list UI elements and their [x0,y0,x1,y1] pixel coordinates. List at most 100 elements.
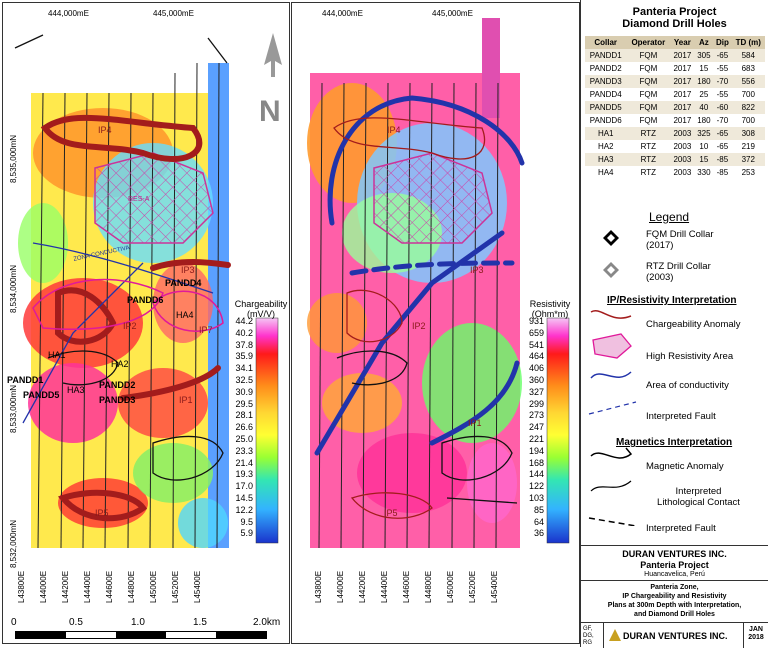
line-label: L44200E [358,570,367,603]
table-row: PANDD4 FQM 2017 25 -55 700 [585,88,765,101]
legend-conductivity: Area of conductivity [646,380,729,391]
colorbar-label: 34.1 [235,363,253,374]
line-label: L43800E [17,570,26,603]
colorbar-label: 299 [528,398,544,409]
table-cell: -65 [713,127,732,140]
colorbar-label: 21.4 [235,457,253,468]
table-cell: 2017 [673,116,692,125]
line-label: L45000E [446,570,455,603]
line-label: L44000E [39,570,48,603]
colorbar-label: 19.3 [235,469,253,480]
tb-company: DURAN VENTURES INC. [622,549,727,559]
legend-fault-2: Interpreted Fault [646,523,716,534]
left-coord-n4: 8,532,000mN [9,519,18,568]
table-row: PANDD3 FQM 2017 180 -70 556 [585,75,765,88]
tb-divider [581,580,768,581]
table-cell: 2017 [673,90,692,99]
colorbar-label: 36 [533,528,544,539]
table-title-1: Panteria Project [632,6,717,18]
table-cell: 40 [694,101,714,114]
table-cell: -70 [716,116,729,125]
r-anomaly-ip2: IP2 [412,321,426,331]
table-cell: -70 [713,75,732,88]
r-anomaly-ip3: IP3 [470,265,484,275]
table-cell: FQM [626,101,671,114]
scale-05: 0.5 [69,617,83,628]
title-block: DURAN VENTURES INC. Panteria Project Hua… [581,545,768,648]
legend-title: Legend [649,210,690,224]
chargeability-title-2: (mV/V) [247,309,275,319]
colorbar-label: 17.0 [235,481,253,492]
table-cell: RTZ [626,153,671,166]
colorbar-label: 5.9 [240,528,253,539]
collar-pandd1: PANDD1 [7,375,44,385]
legend-litho-1: Interpreted [675,486,722,497]
table-header-cell: Az [694,36,714,49]
table-cell: 2003 [670,127,695,140]
table-row: HA4 RTZ 2003 330 -85 253 [585,166,765,179]
resa-label: RES-A [128,196,150,203]
fqm-collar-icon [603,230,619,246]
colorbar-label: 14.5 [235,493,253,503]
legend-fault-1: Interpreted Fault [646,411,716,422]
colorbar-label: 659 [528,327,544,338]
table-row: PANDD6 FQM 2017 180 -70 700 [585,114,765,127]
table-cell: HA3 [585,153,627,166]
colorbar-label: 168 [528,457,544,468]
resistivity-colorbar-title: Resistivity (Ohm*m) [520,299,579,319]
line-label: L44400E [380,570,389,603]
fault-black-symbol [588,517,637,526]
table-cell: RTZ [640,142,657,151]
tb-logo-icon [609,629,621,641]
colorbar-label: 29.5 [235,398,253,409]
colorbar-label: 44.2 [235,316,253,326]
table-cell: PANDD1 [585,49,627,62]
legend-fqm: FQM Drill Collar (2017) [646,229,714,251]
legend-ip-title: IP/Resistivity Interpretation [607,295,737,306]
left-top-coord-1: 444,000mE [48,9,89,18]
table-cell: PANDD6 [589,116,622,125]
table-cell: PANDD4 [589,90,622,99]
right-top-coord-2: 445,000mE [432,9,473,18]
table-cell: 325 [694,127,714,140]
table-cell: -60 [713,101,732,114]
tb-date: JAN 2018 [744,626,768,642]
litho-symbol [590,480,632,492]
colorbar-label: 37.8 [235,339,253,350]
collar-ha4: HA4 [176,310,194,320]
anomaly-ip1: IP1 [179,395,193,405]
legend-chargeability: Chargeability Anomaly [646,319,741,330]
legend-mag-anomaly: Magnetic Anomaly [646,461,724,472]
chargeability-colorbar-title: Chargeability (mV/V) [231,299,289,319]
tb-divider-2 [581,622,768,623]
resistivity-map: 444,000mE 445,000mE IP4 IP3 IP2 IP1 IP5 … [291,2,580,644]
table-cell: 2003 [673,168,692,177]
collar-ha3: HA3 [67,385,85,395]
colorbar-label: 103 [528,493,544,503]
drill-table-wrap: Collar Operator Year Az Dip TD (m) PANDD1 FQM 2… [585,36,765,179]
table-row: HA2 RTZ 2003 10 -65 219 [585,140,765,153]
table-cell: 180 [694,75,714,88]
table-cell: 584 [731,49,765,62]
right-top-coord-1: 444,000mE [322,9,363,18]
collar-ha2: HA2 [111,359,129,369]
legend-litho-2: Lithological Contact [657,497,740,508]
legend-high-res: High Resistivity Area [646,351,734,362]
table-header-cell: TD (m) [731,36,765,49]
table-cell: PANDD2 [589,64,622,73]
conductivity-symbol [590,371,632,379]
collar-pandd4: PANDD4 [165,278,202,288]
collar-pandd6: PANDD6 [127,295,164,305]
legend-symbols [588,230,637,526]
colorbar-label: 9.5 [240,516,253,527]
colorbar-label: 464 [528,351,544,362]
legend-rtz: RTZ Drill Collar (2003) [646,261,711,283]
r-anomaly-ip5: IP5 [384,508,398,518]
r-anomaly-ip4: IP4 [387,125,401,135]
chargeability-title-1: Chargeability [234,299,288,309]
chargeability-map: 444,000mE 445,000mE N 8,535,000mN 8,534,… [2,2,290,644]
table-cell: 15 [699,64,709,73]
colorbar-label: 85 [533,504,544,515]
legend-fqm-1: FQM Drill Collar [646,229,714,240]
table-cell: -55 [716,64,729,73]
